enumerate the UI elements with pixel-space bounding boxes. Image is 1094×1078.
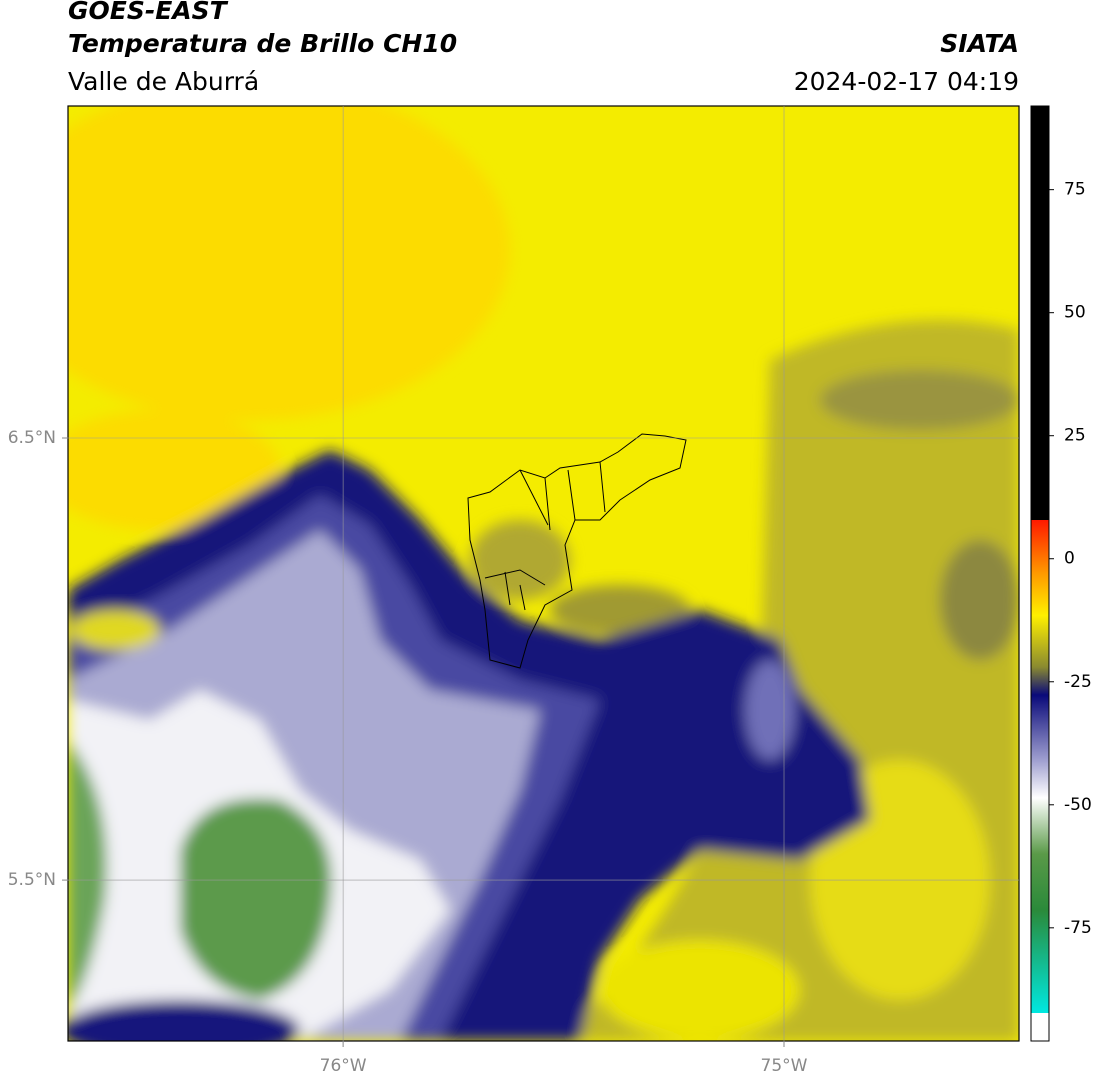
colorbar-tick-label: 0 xyxy=(1064,549,1075,569)
colorbar-tick-label: 50 xyxy=(1064,303,1086,323)
colorbar-tick-label: 25 xyxy=(1064,426,1086,446)
y-tick-label: 5.5°N xyxy=(8,870,56,890)
colorbar xyxy=(1030,105,1050,1042)
map-frame xyxy=(67,105,1020,1042)
colorbar-tick-label: -75 xyxy=(1064,918,1092,938)
x-tick-label: 76°W xyxy=(320,1056,367,1076)
source: SIATA xyxy=(940,29,1019,58)
datetime: 2024-02-17 04:19 xyxy=(794,67,1019,96)
boundary xyxy=(467,433,687,669)
y-tick-label: 6.5°N xyxy=(8,428,56,448)
region: Valle de Aburrá xyxy=(68,67,259,96)
title: GOES-EAST xyxy=(68,0,229,25)
map-field xyxy=(68,106,1019,1041)
colorbar-tick-label: -25 xyxy=(1064,672,1092,692)
colorbar-tick-label: 75 xyxy=(1064,180,1086,200)
x-tick-label: 75°W xyxy=(761,1056,808,1076)
subtitle: Temperatura de Brillo CH10 xyxy=(68,29,457,58)
colorbar-tick-label: -50 xyxy=(1064,795,1092,815)
